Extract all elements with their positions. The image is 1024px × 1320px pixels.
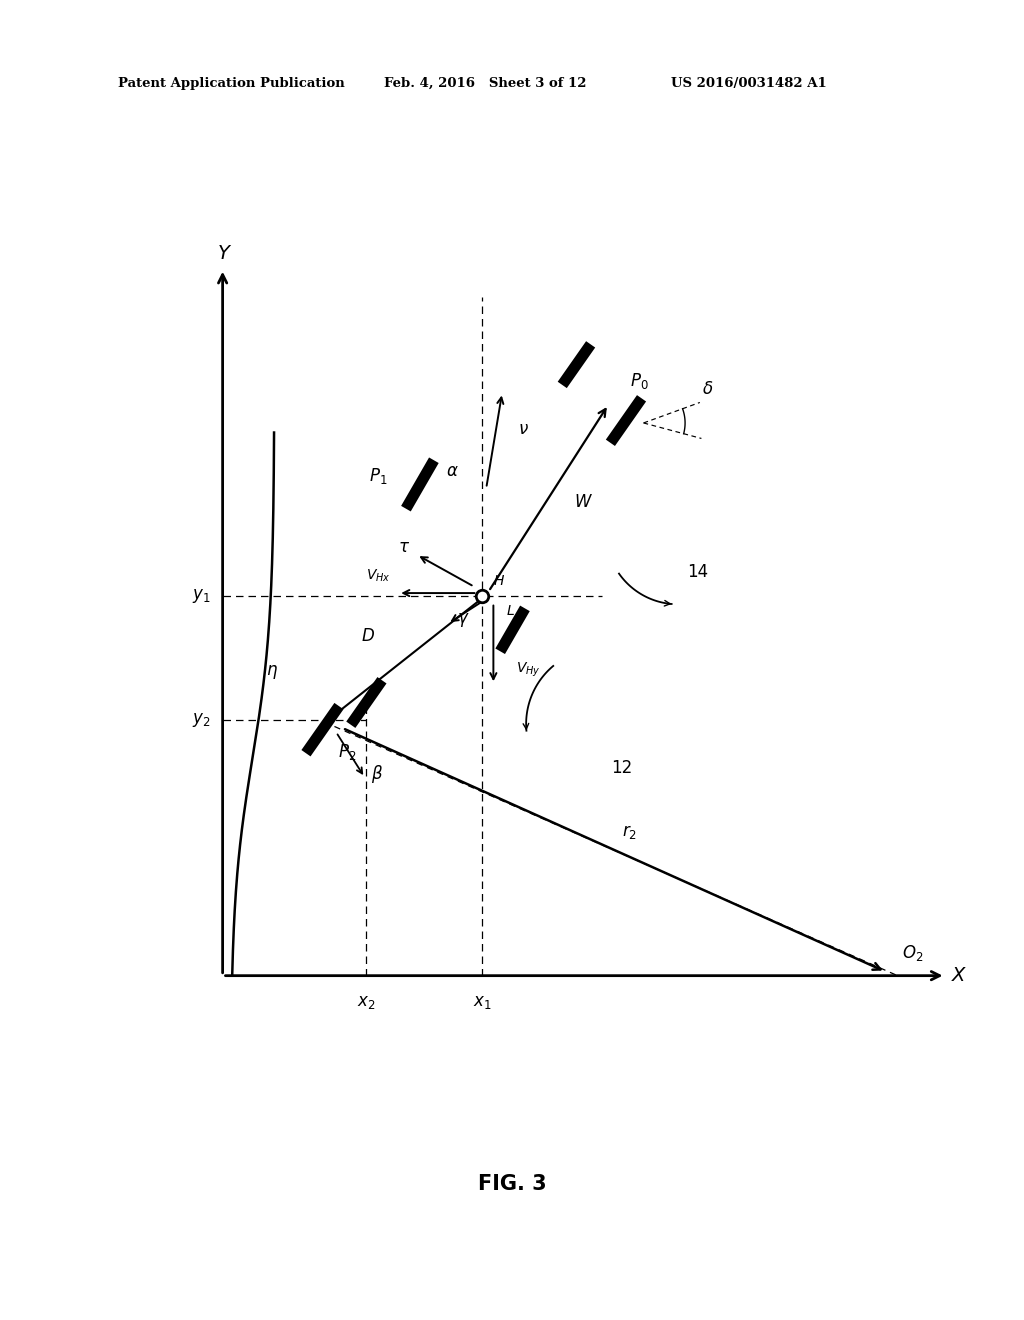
Text: $L$: $L$: [506, 605, 515, 618]
Text: $\beta$: $\beta$: [371, 763, 383, 785]
Text: $\tau$: $\tau$: [398, 537, 410, 556]
Text: $x_2$: $x_2$: [357, 993, 376, 1011]
Text: $y_2$: $y_2$: [193, 711, 211, 729]
Text: $V_{Hy}$: $V_{Hy}$: [516, 660, 541, 678]
Text: $\delta$: $\delta$: [701, 380, 713, 397]
Text: $W$: $W$: [574, 494, 593, 511]
Text: $H$: $H$: [494, 574, 506, 589]
Text: $Y$: $Y$: [217, 244, 231, 263]
Text: US 2016/0031482 A1: US 2016/0031482 A1: [671, 77, 826, 90]
Text: $X$: $X$: [951, 966, 968, 985]
Text: $\eta$: $\eta$: [266, 663, 279, 681]
Text: $\nu$: $\nu$: [518, 420, 529, 437]
Text: $P_1$: $P_1$: [370, 466, 387, 487]
Text: 12: 12: [611, 759, 633, 777]
Text: $P_2$: $P_2$: [338, 742, 356, 763]
Text: Feb. 4, 2016   Sheet 3 of 12: Feb. 4, 2016 Sheet 3 of 12: [384, 77, 587, 90]
Text: $y_1$: $y_1$: [193, 587, 211, 606]
Text: $D$: $D$: [361, 627, 376, 644]
Text: $x_1$: $x_1$: [473, 993, 492, 1011]
Text: $P_0$: $P_0$: [630, 371, 648, 391]
Text: $\gamma$: $\gamma$: [458, 611, 470, 628]
Text: FIG. 3: FIG. 3: [477, 1173, 547, 1195]
Text: Patent Application Publication: Patent Application Publication: [118, 77, 344, 90]
Text: $O_2$: $O_2$: [901, 944, 923, 964]
Text: $r_2$: $r_2$: [623, 822, 638, 841]
Text: $\alpha$: $\alpha$: [446, 462, 459, 480]
Text: 14: 14: [687, 564, 709, 581]
Text: $V_{Hx}$: $V_{Hx}$: [366, 568, 391, 585]
